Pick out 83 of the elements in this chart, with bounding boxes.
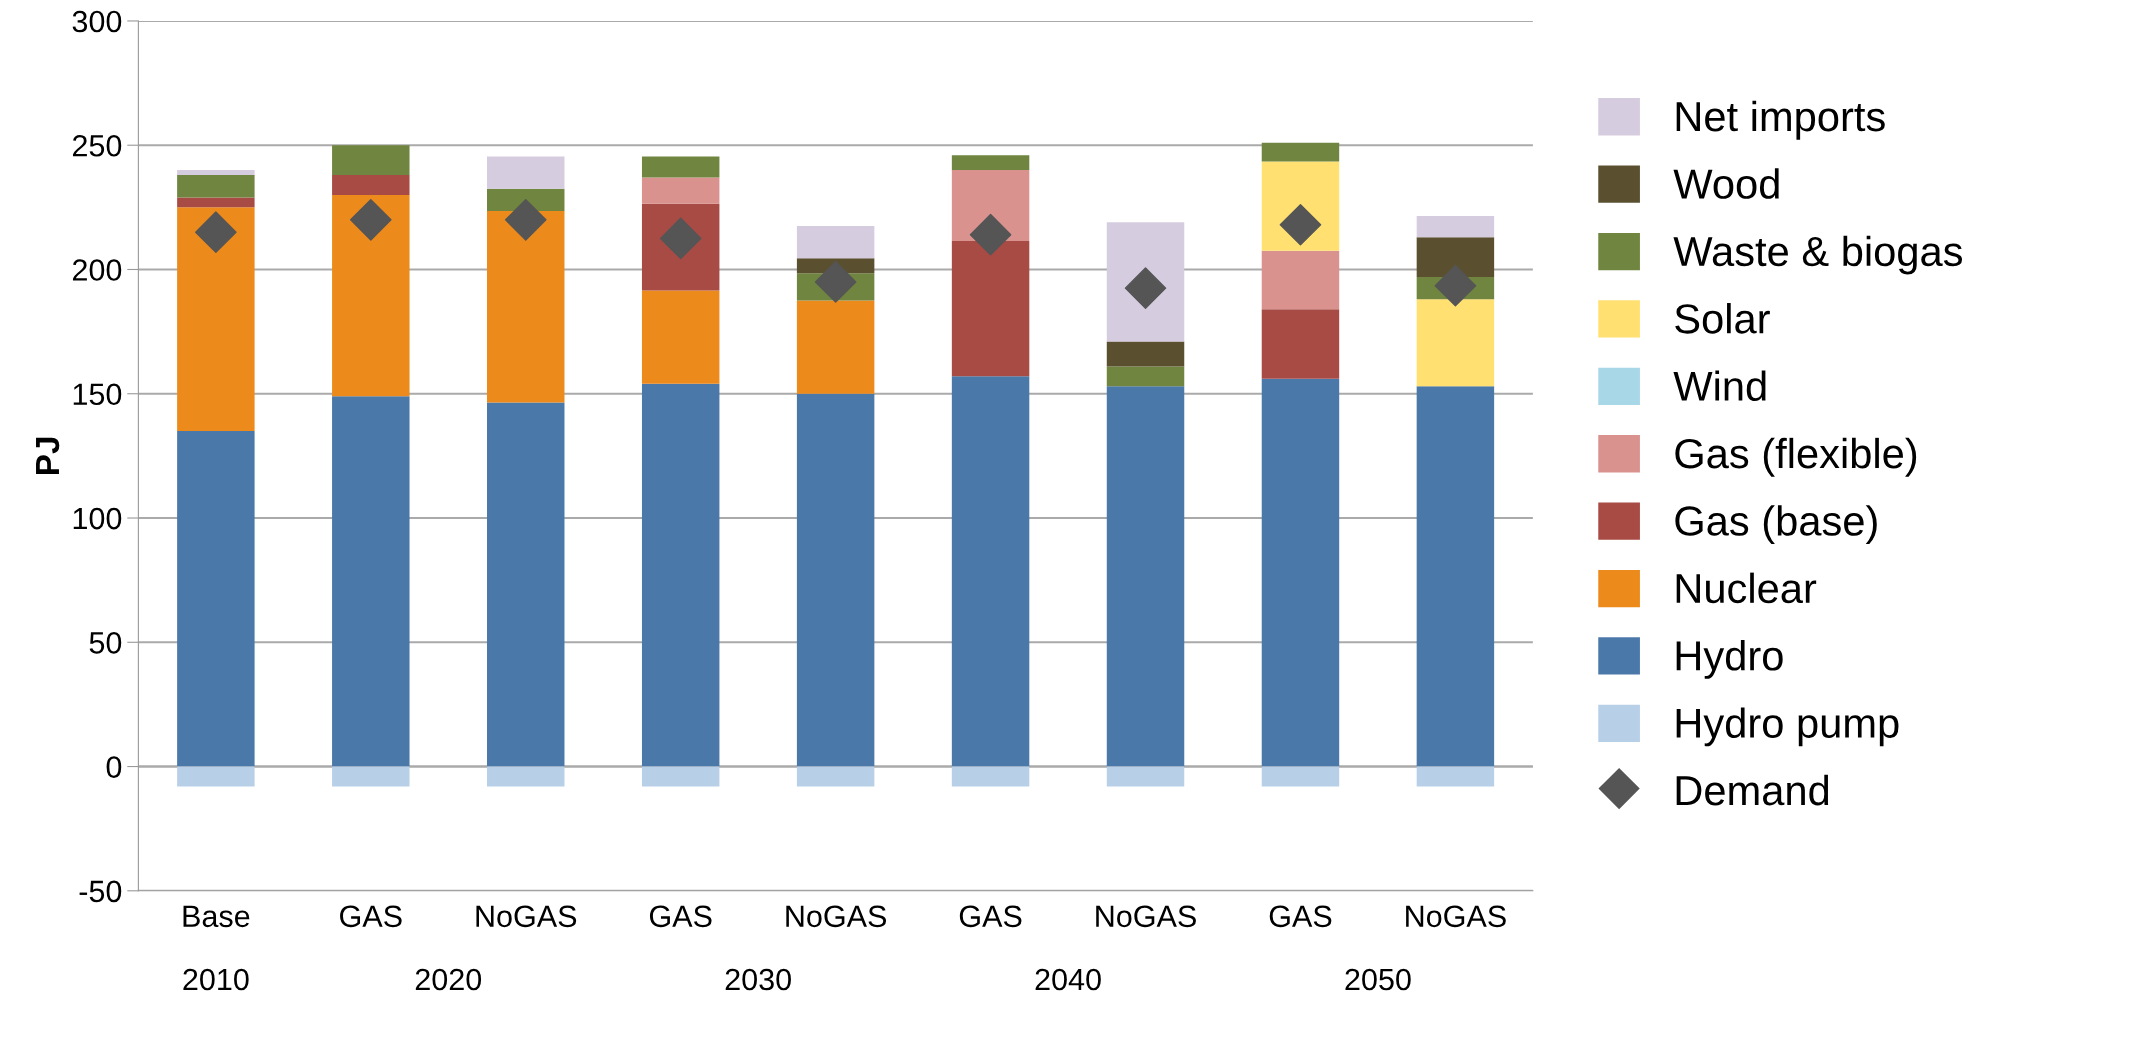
legend-label: Demand (1676, 774, 1829, 806)
y-tick-label: 0 (106, 756, 122, 778)
bar (177, 431, 255, 767)
bar (177, 170, 255, 176)
bar (487, 766, 565, 787)
bar (796, 225, 875, 259)
bar (332, 145, 410, 176)
bar (641, 766, 720, 787)
bar (1416, 299, 1495, 387)
bar (332, 766, 410, 787)
x-tick-label: GAS (649, 905, 712, 928)
x-tick-label: GAS (959, 905, 1022, 928)
legend-label: Wood (1673, 168, 1779, 199)
legend-label: Wind (1673, 370, 1766, 402)
bar (487, 211, 565, 403)
bar (1261, 142, 1340, 162)
point (814, 261, 857, 303)
text: 2010 (183, 968, 249, 991)
y-tick-label: 100 (73, 507, 122, 530)
y-tick-label: 250 (72, 134, 122, 157)
legend-label: Net imports (1676, 100, 1885, 140)
point (969, 213, 1012, 256)
bar (1261, 309, 1340, 379)
bar (1261, 250, 1340, 310)
bar (1261, 766, 1340, 787)
x-tick-label: NoGAS (476, 905, 577, 928)
y-tick-label: 300 (72, 10, 122, 33)
bar (641, 383, 720, 767)
bar (177, 197, 255, 208)
y-tick-label: 50 (89, 632, 122, 654)
bar (641, 156, 720, 178)
point (504, 198, 547, 241)
y-tick-label: 150 (73, 383, 122, 406)
bar (796, 393, 875, 767)
bar (1416, 766, 1495, 787)
bar (332, 175, 410, 195)
bar (332, 194, 410, 397)
bar (1106, 366, 1185, 387)
point (349, 198, 392, 241)
bar (641, 290, 720, 384)
bar (951, 240, 1030, 377)
bar (1416, 386, 1495, 767)
text: 2040 (1035, 968, 1101, 991)
legend-label: Solar (1675, 303, 1770, 334)
bar (1261, 378, 1340, 767)
x-tick-label: NoGAS (786, 905, 887, 928)
bar (951, 766, 1030, 787)
legend-label: Hydro pump (1676, 707, 1899, 747)
bar (951, 155, 1030, 171)
point (195, 211, 237, 254)
bar (796, 300, 875, 394)
bar (177, 766, 255, 787)
text: 2030 (725, 968, 791, 991)
x-tick-label: GAS (340, 905, 402, 928)
bar (641, 177, 720, 204)
point (1434, 264, 1477, 307)
bar (1106, 386, 1185, 767)
x-tick-label: GAS (1269, 905, 1332, 928)
x-tick-label: Base (183, 905, 250, 928)
bar (796, 766, 875, 787)
legend-label: Hydro (1676, 640, 1783, 679)
y-axis-title: PJ (36, 437, 60, 475)
legend-label: Waste & biogas (1673, 235, 1963, 275)
bar (177, 175, 255, 198)
legend-label: Gas (base) (1675, 505, 1877, 545)
bar (1106, 222, 1185, 342)
legend-label: Gas (flexible) (1675, 437, 1917, 477)
text: 2050 (1345, 968, 1411, 991)
bar (1106, 766, 1185, 787)
y-tick-label: -50 (79, 880, 122, 903)
bar (1416, 237, 1495, 277)
x-tick-label: NoGAS (1096, 905, 1196, 928)
bar (1106, 341, 1185, 367)
bar (487, 402, 565, 767)
bar (1416, 216, 1495, 238)
bar (487, 156, 565, 189)
x-tick-label: NoGAS (1406, 905, 1506, 928)
text: 2020 (415, 968, 482, 991)
bar (951, 376, 1030, 767)
y-tick-label: 200 (72, 259, 122, 281)
legend-label: Nuclear (1676, 572, 1817, 604)
bar (332, 396, 410, 767)
bar (177, 207, 255, 432)
